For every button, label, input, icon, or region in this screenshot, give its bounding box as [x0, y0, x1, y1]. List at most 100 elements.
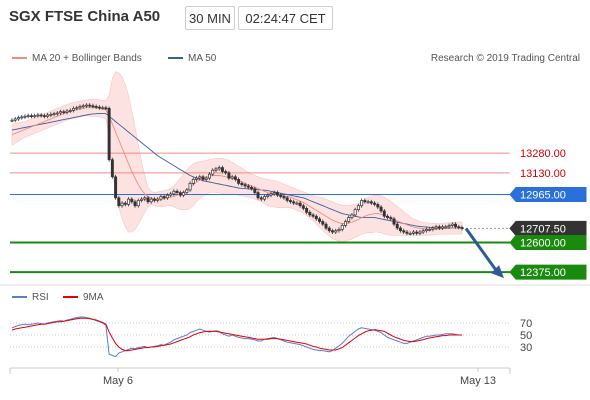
- candle: [91, 103, 95, 109]
- candle-body: [114, 176, 118, 199]
- candle: [114, 174, 118, 200]
- candle: [230, 174, 234, 181]
- legend-9ma: 9MA: [63, 292, 104, 303]
- legend-rsi: RSI: [12, 292, 49, 303]
- candle-body: [237, 179, 241, 184]
- candle: [68, 108, 72, 114]
- candle-body: [382, 210, 386, 217]
- candle: [305, 206, 309, 215]
- candle: [123, 201, 127, 207]
- candle-body: [269, 193, 273, 196]
- candle-body: [399, 227, 402, 232]
- candle-body: [195, 177, 199, 180]
- candle: [217, 165, 221, 171]
- candle-body: [402, 230, 406, 233]
- candle-body: [356, 205, 360, 211]
- candle: [279, 193, 283, 199]
- candle: [211, 168, 215, 177]
- candle-body: [363, 200, 367, 203]
- candle: [360, 198, 364, 208]
- candle-body: [376, 204, 380, 208]
- candle: [101, 105, 105, 110]
- candle-body: [275, 192, 279, 196]
- candle: [165, 193, 169, 200]
- candle-body: [62, 111, 66, 114]
- candle: [292, 199, 296, 206]
- candle-body: [20, 116, 24, 119]
- candle-body: [424, 229, 428, 232]
- candle: [369, 199, 373, 206]
- candle-body: [16, 117, 20, 120]
- rsi-tick-label: 30: [520, 342, 532, 354]
- level-tag-box: [509, 165, 587, 181]
- candle-body: [224, 171, 228, 174]
- candle-body: [321, 221, 325, 225]
- candle: [269, 191, 273, 198]
- candle-body: [447, 225, 451, 228]
- candle: [246, 184, 250, 190]
- candle: [104, 105, 108, 111]
- candle-body: [392, 218, 396, 225]
- candle: [20, 114, 24, 120]
- candle-body: [123, 202, 127, 205]
- candle-body: [217, 167, 221, 170]
- candle-body: [59, 111, 63, 114]
- candle: [175, 189, 179, 195]
- candle: [84, 103, 88, 108]
- level-tag-box: [509, 235, 587, 251]
- price-levels: [10, 152, 510, 274]
- candle: [46, 113, 50, 119]
- candle: [447, 223, 451, 229]
- level-value: 12600.00: [520, 238, 566, 250]
- candle: [16, 115, 20, 121]
- candle: [253, 186, 257, 195]
- candle: [120, 201, 124, 208]
- bollinger-bands: [11, 71, 463, 243]
- candle: [340, 223, 344, 232]
- candle-body: [327, 227, 331, 232]
- candle-body: [421, 230, 425, 233]
- candle: [356, 203, 360, 212]
- candle: [110, 157, 114, 179]
- timeframe-badge[interactable]: 30 MIN: [185, 6, 235, 30]
- credit-text: Research © 2019 Trading Central: [431, 53, 580, 64]
- candle-body: [175, 190, 179, 193]
- candle: [366, 199, 370, 204]
- candle: [162, 194, 166, 200]
- level-value: 13280.00: [520, 148, 566, 160]
- candle: [386, 214, 390, 220]
- rsi-tick-label: 50: [520, 330, 532, 342]
- candle: [201, 174, 205, 182]
- forecast-arrow-head: [491, 265, 504, 279]
- candle-body: [191, 179, 195, 184]
- candle: [256, 190, 260, 200]
- level-tag-resistance: 13130.00: [509, 165, 587, 181]
- candle-body: [152, 198, 156, 201]
- candle-body: [331, 230, 334, 233]
- candle-body: [305, 208, 309, 213]
- bands-legend-label: MA 20 + Bollinger Bands: [32, 53, 142, 64]
- level-value: 12375.00: [520, 267, 566, 279]
- candle: [441, 224, 445, 231]
- candle: [81, 103, 85, 109]
- forecast-arrow: [464, 227, 504, 279]
- candle-body: [68, 110, 72, 112]
- candle: [331, 228, 334, 234]
- candle: [399, 226, 402, 233]
- candle-body: [259, 197, 263, 200]
- candle-body: [263, 196, 266, 200]
- candle: [26, 113, 30, 119]
- ma50-legend-label: MA 50: [188, 53, 217, 64]
- candle-body: [266, 194, 270, 197]
- candle: [405, 230, 409, 236]
- candle-body: [208, 173, 211, 179]
- candle: [143, 195, 147, 202]
- candle: [308, 210, 312, 217]
- candle-body: [23, 115, 27, 118]
- candle: [324, 222, 328, 231]
- candle-body: [434, 226, 438, 229]
- candle: [373, 201, 377, 207]
- forecast-arrow-shaft: [464, 227, 498, 272]
- level-tag-box: [509, 145, 587, 161]
